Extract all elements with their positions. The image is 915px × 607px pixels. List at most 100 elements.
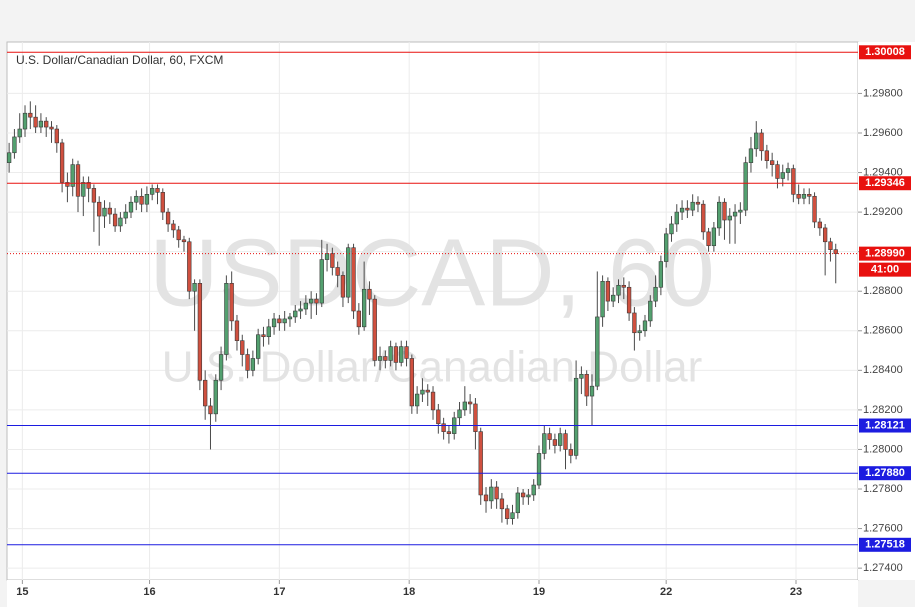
candle-body xyxy=(303,302,309,310)
candle-body xyxy=(409,358,414,407)
candle-body xyxy=(632,312,637,334)
candle-body xyxy=(282,318,287,324)
candle-body xyxy=(377,356,383,361)
candle-body xyxy=(28,112,33,118)
candle-body xyxy=(775,164,780,179)
candle-body xyxy=(695,201,701,205)
candle-body xyxy=(224,283,229,355)
candle-body xyxy=(483,494,489,502)
candle-body xyxy=(176,229,181,241)
candle-body xyxy=(414,393,420,407)
plot-area xyxy=(6,41,859,581)
price-axis xyxy=(858,42,915,580)
level-label: 1.30008 xyxy=(865,46,905,58)
candle-body xyxy=(160,192,165,213)
y-tick-label: 1.27600 xyxy=(863,522,903,534)
y-tick-label: 1.29200 xyxy=(863,206,903,218)
candle-body xyxy=(600,281,605,318)
level-label: 1.29346 xyxy=(865,177,905,189)
level-label-box xyxy=(859,537,911,552)
candle-body xyxy=(12,136,17,154)
candle-body xyxy=(107,207,112,215)
candle-body xyxy=(33,116,38,128)
candle-body xyxy=(748,148,754,163)
candle-body xyxy=(118,217,123,227)
y-tick-label: 1.28000 xyxy=(863,443,903,455)
candle-body xyxy=(579,373,584,379)
y-tick-label: 1.28800 xyxy=(863,285,903,297)
candle-body xyxy=(505,508,510,519)
candle-body xyxy=(351,247,356,312)
candle-body xyxy=(754,132,759,150)
candle-body xyxy=(197,283,203,381)
y-tick-label: 1.29400 xyxy=(863,166,903,178)
candle-body xyxy=(489,486,494,502)
candle-body xyxy=(245,354,250,371)
candle-body xyxy=(568,449,573,456)
candle-body xyxy=(240,340,245,355)
candle-body xyxy=(531,484,536,496)
candle-body xyxy=(611,294,616,302)
candle-body xyxy=(44,120,49,128)
candle-body xyxy=(75,164,81,197)
candle-body xyxy=(150,188,155,195)
candle-body xyxy=(330,253,335,268)
candle-body xyxy=(271,318,277,328)
candle-body xyxy=(86,182,91,189)
candle-body xyxy=(584,373,589,397)
candle-body xyxy=(155,188,160,193)
candle-body xyxy=(679,207,685,213)
y-tick-label: 1.28600 xyxy=(863,325,903,337)
candle-body xyxy=(372,298,377,361)
candle-body xyxy=(430,391,436,411)
candle-body xyxy=(335,267,340,276)
candle-body xyxy=(266,326,271,338)
candle-body xyxy=(457,409,462,419)
y-tick-label: 1.27800 xyxy=(863,483,903,495)
candle-body xyxy=(780,172,785,179)
candle-body xyxy=(139,195,144,205)
level-label-box xyxy=(859,418,911,433)
candle-body xyxy=(165,211,171,225)
x-tick-label: 16 xyxy=(143,586,155,598)
candle-body xyxy=(732,211,738,217)
candle-body xyxy=(674,211,679,225)
candle-body xyxy=(690,201,695,211)
candle-body xyxy=(462,401,467,411)
watermark-symbol: USDCAD, 60 xyxy=(149,219,715,326)
level-label: 1.28121 xyxy=(865,419,905,431)
x-tick-label: 18 xyxy=(403,586,415,598)
candle-body xyxy=(573,377,579,456)
candle-body xyxy=(70,164,75,187)
candle-body xyxy=(796,194,801,199)
candle-body xyxy=(287,316,293,320)
x-tick-label: 17 xyxy=(273,586,285,598)
candle-body xyxy=(256,334,261,359)
candle-body xyxy=(17,128,22,138)
candle-body xyxy=(112,213,118,227)
candle-body xyxy=(642,320,648,332)
candle-body xyxy=(128,201,134,213)
candle-body xyxy=(542,433,547,454)
candle-body xyxy=(171,223,176,231)
level-label-box xyxy=(859,246,911,261)
y-tick-label: 1.29600 xyxy=(863,127,903,139)
candle-body xyxy=(81,182,86,197)
candle-body xyxy=(65,182,70,187)
candle-body xyxy=(605,281,611,302)
candle-body xyxy=(499,498,505,510)
candle-body xyxy=(589,385,595,397)
y-tick-label: 1.28200 xyxy=(863,404,903,416)
level-label: 1.27880 xyxy=(865,467,905,479)
candle-body xyxy=(653,286,658,302)
level-label-box xyxy=(859,45,911,60)
candle-body xyxy=(785,168,791,173)
candle-body xyxy=(648,300,653,322)
candle-body xyxy=(621,284,626,288)
candle-body xyxy=(97,201,102,217)
candle-body xyxy=(293,310,298,318)
countdown: 41:00 xyxy=(871,264,899,276)
candle-body xyxy=(383,356,388,361)
candle-body xyxy=(213,379,218,415)
